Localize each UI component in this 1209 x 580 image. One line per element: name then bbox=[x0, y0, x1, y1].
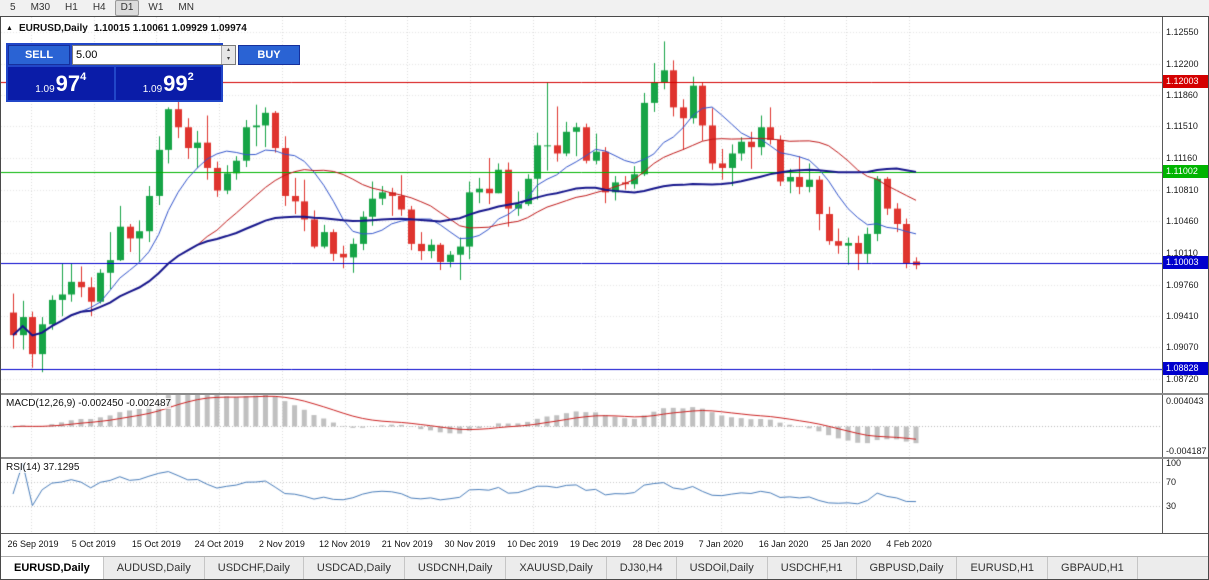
rsi-axis-label: 100 bbox=[1166, 459, 1182, 468]
chart-grid: ▲ EURUSD,Daily 1.10015 1.10061 1.09929 1… bbox=[1, 17, 1208, 533]
date-tick-label: 10 Dec 2019 bbox=[507, 539, 559, 549]
volume-input[interactable] bbox=[73, 46, 221, 64]
timeframe-button-mn[interactable]: MN bbox=[178, 2, 194, 13]
price-level-tag: 1.12003 bbox=[1163, 74, 1208, 88]
chart-header: ▲ EURUSD,Daily 1.10015 1.10061 1.09929 1… bbox=[6, 23, 247, 34]
chart-window: ▲ EURUSD,Daily 1.10015 1.10061 1.09929 1… bbox=[0, 16, 1209, 580]
sell-price-prefix: 1.09 bbox=[35, 84, 55, 95]
sell-button[interactable]: SELL bbox=[8, 45, 70, 65]
chart-tab-usdoil-daily[interactable]: USDOil,Daily bbox=[677, 557, 768, 579]
date-tick-label: 2 Nov 2019 bbox=[258, 539, 305, 549]
price-tick-label: 1.10110 bbox=[1166, 247, 1198, 258]
trade-panel-top-row: SELL ▴ ▾ BUY bbox=[8, 45, 300, 65]
timeframe-button-h4[interactable]: H4 bbox=[92, 2, 106, 13]
date-tick-label: 12 Nov 2019 bbox=[319, 539, 371, 549]
chart-tab-bar: EURUSD,Daily AUDUSD,Daily USDCHF,Daily USDC… bbox=[1, 556, 1208, 579]
pane-separator[interactable] bbox=[1, 457, 1208, 459]
price-tick-label: 1.11510 bbox=[1166, 121, 1198, 132]
chart-tab-usdcad-daily[interactable]: USDCAD,Daily bbox=[304, 557, 405, 579]
trade-panel-price-row: 1.09 97 4 1.09 99 2 bbox=[8, 67, 221, 100]
price-tick-label: 1.08720 bbox=[1166, 373, 1199, 384]
price-axis-main[interactable]: 1.12550 1.12200 1.11860 1.11510 1.11160 1.108… bbox=[1162, 17, 1208, 393]
chart-ohlc-values: 1.10015 1.10061 1.09929 1.09974 bbox=[93, 23, 247, 34]
price-tick-label: 1.09760 bbox=[1166, 279, 1199, 290]
price-level-tag: 1.10003 bbox=[1163, 255, 1208, 269]
macd-label: MACD(12,26,9) -0.002450 -0.002487 bbox=[6, 398, 172, 409]
date-tick-label: 4 Feb 2020 bbox=[886, 539, 932, 549]
timeframe-button-w1[interactable]: W1 bbox=[148, 2, 164, 13]
chart-tab-gbpusd-daily[interactable]: GBPUSD,Daily bbox=[857, 557, 958, 579]
buy-price-prefix: 1.09 bbox=[142, 84, 163, 95]
date-tick-label: 30 Nov 2019 bbox=[444, 539, 496, 549]
volume-increase-button[interactable]: ▴ bbox=[222, 46, 235, 55]
rsi-axis-label: 70 bbox=[1166, 476, 1177, 487]
pane-separator[interactable] bbox=[1, 393, 1208, 395]
buy-price-display: 1.09 99 2 bbox=[115, 67, 221, 100]
price-tick-label: 1.12200 bbox=[1166, 59, 1199, 69]
chart-tab-dj30-h4[interactable]: DJ30,H4 bbox=[607, 557, 677, 579]
sell-price-pipette: 4 bbox=[80, 71, 87, 83]
timeframe-toolbar: 5 M30 H1 H4 D1 W1 MN bbox=[0, 0, 1209, 16]
price-tick-label: 1.11860 bbox=[1166, 89, 1198, 100]
buy-price-pipette: 2 bbox=[187, 71, 194, 83]
timeframe-button-h1[interactable]: H1 bbox=[65, 2, 78, 13]
rsi-axis-label: 30 bbox=[1166, 501, 1177, 512]
timeframe-button-d1[interactable]: D1 bbox=[114, 0, 140, 16]
main-chart-pane: ▲ EURUSD,Daily 1.10015 1.10061 1.09929 1… bbox=[1, 17, 1162, 393]
price-tick-label: 1.10810 bbox=[1166, 184, 1199, 195]
chart-tab-usdcnh-daily[interactable]: USDCNH,Daily bbox=[405, 557, 507, 579]
price-tick-label: 1.09410 bbox=[1166, 311, 1199, 322]
chart-tab-usdchf-h1[interactable]: USDCHF,H1 bbox=[768, 557, 857, 579]
price-tick-label: 1.11160 bbox=[1166, 153, 1198, 163]
one-click-trading-panel: SELL ▴ ▾ BUY 1.09 97 4 bbox=[6, 43, 300, 102]
time-axis[interactable]: 26 Sep 2019 5 Oct 2019 15 Oct 2019 24 Oct 2… bbox=[1, 533, 1208, 556]
date-tick-label: 21 Nov 2019 bbox=[381, 539, 433, 549]
volume-decrease-button[interactable]: ▾ bbox=[222, 55, 235, 64]
buy-price-big-digits: 99 bbox=[163, 71, 188, 96]
price-tick-label: 1.12550 bbox=[1166, 27, 1199, 38]
macd-axis[interactable]: 0.004043 -0.004187 bbox=[1162, 395, 1208, 457]
chart-tab-audusd-daily[interactable]: AUDUSD,Daily bbox=[104, 557, 205, 579]
expand-arrow-icon: ▲ bbox=[6, 25, 13, 32]
chart-tab-gbpaud-h1[interactable]: GBPAUD,H1 bbox=[1048, 557, 1138, 579]
rsi-canvas[interactable] bbox=[1, 459, 1162, 533]
volume-control: ▴ ▾ bbox=[72, 45, 236, 65]
price-level-tag: 1.08828 bbox=[1163, 361, 1208, 375]
macd-axis-label: -0.004187 bbox=[1166, 446, 1207, 456]
price-level-tag: 1.11002 bbox=[1163, 165, 1208, 179]
date-tick-label: 16 Jan 2020 bbox=[758, 539, 809, 549]
macd-canvas[interactable] bbox=[1, 395, 1162, 457]
rsi-label: RSI(14) 37.1295 bbox=[6, 462, 80, 473]
price-tick-label: 1.09070 bbox=[1166, 341, 1199, 352]
date-tick-label: 7 Jan 2020 bbox=[698, 539, 744, 549]
price-tick-label: 1.10460 bbox=[1166, 216, 1199, 227]
date-tick-label: 25 Jan 2020 bbox=[821, 539, 872, 549]
sell-price-display: 1.09 97 4 bbox=[8, 67, 114, 100]
date-tick-label: 24 Oct 2019 bbox=[194, 539, 244, 549]
rsi-pane: RSI(14) 37.1295 bbox=[1, 459, 1162, 533]
chart-tab-eurusd-h1[interactable]: EURUSD,H1 bbox=[957, 557, 1049, 579]
macd-axis-label: 0.004043 bbox=[1166, 396, 1204, 406]
date-tick-label: 15 Oct 2019 bbox=[131, 539, 181, 549]
volume-spinner: ▴ ▾ bbox=[221, 46, 235, 64]
timeframe-button-5[interactable]: 5 bbox=[10, 2, 16, 13]
chart-tab-eurusd-daily[interactable]: EURUSD,Daily bbox=[1, 557, 104, 579]
timeframe-button-m30[interactable]: M30 bbox=[30, 2, 51, 13]
chart-tab-usdchf-daily[interactable]: USDCHF,Daily bbox=[205, 557, 304, 579]
date-tick-label: 5 Oct 2019 bbox=[71, 539, 116, 549]
date-tick-label: 28 Dec 2019 bbox=[632, 539, 684, 549]
chart-symbol-label: EURUSD,Daily bbox=[18, 23, 88, 34]
buy-button[interactable]: BUY bbox=[238, 45, 300, 65]
macd-pane: MACD(12,26,9) -0.002450 -0.002487 bbox=[1, 395, 1162, 457]
sell-price-big-digits: 97 bbox=[55, 71, 81, 96]
chart-tab-xauusd-daily[interactable]: XAUUSD,Daily bbox=[506, 557, 607, 579]
date-tick-label: 26 Sep 2019 bbox=[7, 539, 59, 549]
date-tick-label: 19 Dec 2019 bbox=[569, 539, 621, 549]
rsi-axis[interactable]: 100 70 30 bbox=[1162, 459, 1208, 533]
